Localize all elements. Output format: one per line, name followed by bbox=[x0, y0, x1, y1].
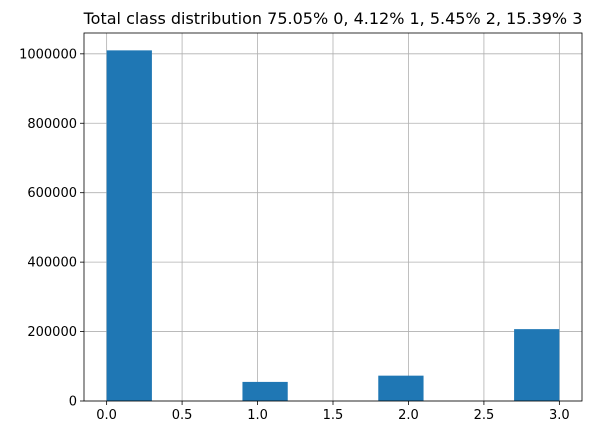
y-tick-label: 200000 bbox=[27, 325, 77, 340]
y-axis-ticks: 0 200000 400000 600000 800000 1000000 bbox=[19, 47, 84, 410]
y-tick-label: 1000000 bbox=[19, 47, 77, 62]
y-tick-label: 600000 bbox=[27, 186, 77, 201]
histogram-bar bbox=[514, 329, 560, 401]
x-tick-label: 1.5 bbox=[323, 408, 344, 423]
bars bbox=[106, 50, 560, 401]
x-tick-label: 3.0 bbox=[549, 408, 570, 423]
chart-title: Total class distribution 75.05% 0, 4.12%… bbox=[83, 9, 583, 28]
x-tick-label: 0.5 bbox=[172, 408, 193, 423]
grid-lines bbox=[84, 33, 582, 402]
histogram-bar bbox=[242, 381, 288, 401]
y-tick-label: 800000 bbox=[27, 117, 77, 132]
x-axis-ticks: 0.0 0.5 1.0 1.5 2.0 2.5 3.0 bbox=[96, 401, 570, 423]
x-tick-label: 2.5 bbox=[474, 408, 495, 423]
histogram-bar bbox=[378, 375, 424, 401]
x-tick-label: 1.0 bbox=[247, 408, 268, 423]
histogram-bar bbox=[106, 50, 152, 401]
y-tick-label: 0 bbox=[69, 395, 77, 410]
x-tick-label: 2.0 bbox=[398, 408, 419, 423]
x-tick-label: 0.0 bbox=[96, 408, 117, 423]
y-tick-label: 400000 bbox=[27, 256, 77, 271]
